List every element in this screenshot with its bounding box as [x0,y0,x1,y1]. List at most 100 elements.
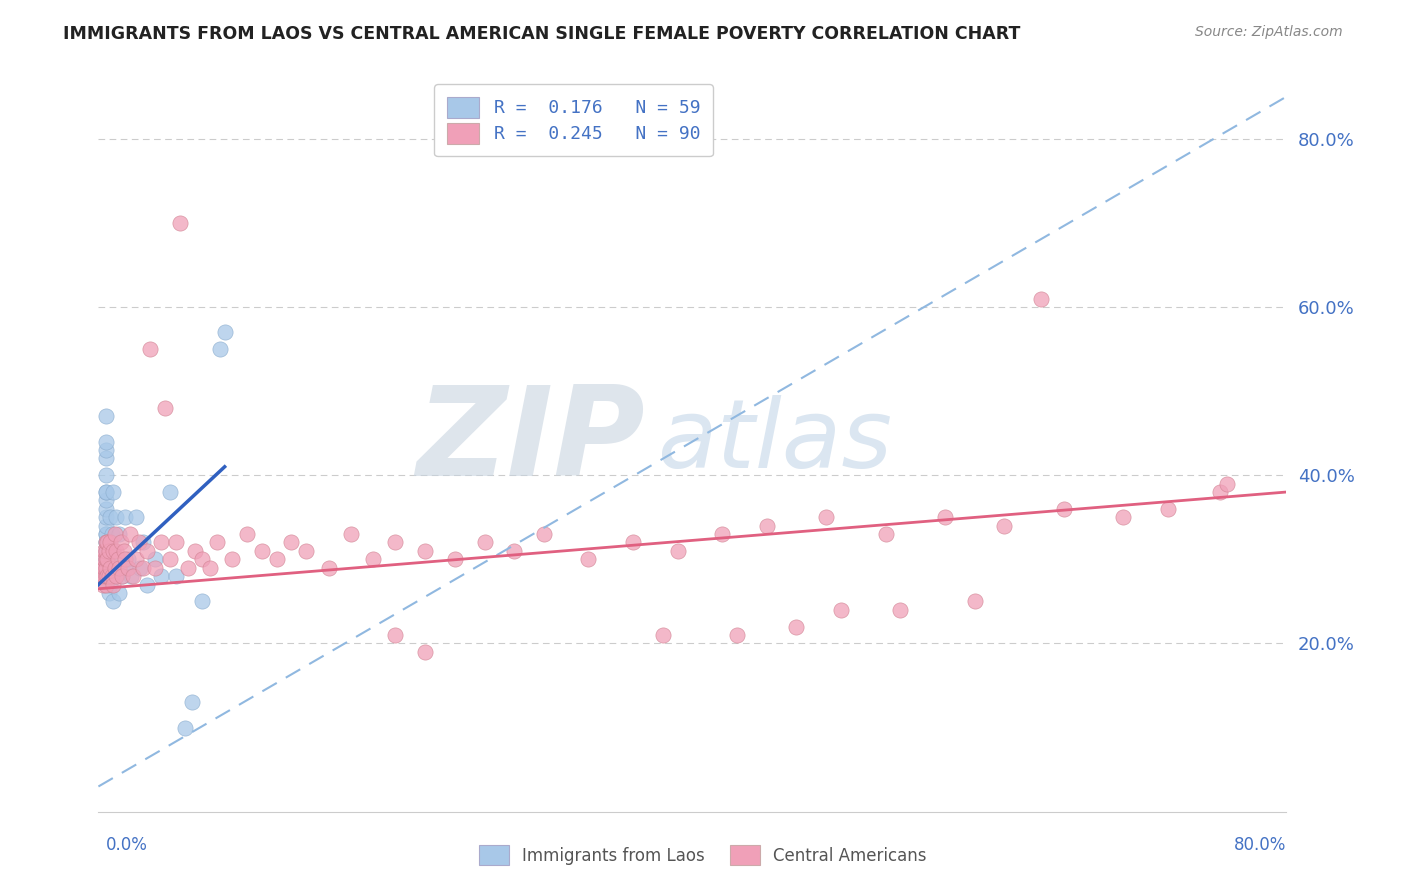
Point [136,577,159,591]
Point [98,560,121,574]
Point [149,535,172,549]
Point [94,493,117,508]
Point [97,544,120,558]
Point [105,544,128,558]
Point [94,518,117,533]
Point [474,535,496,549]
Point [94,535,117,549]
Point [443,552,465,566]
Point [143,560,166,574]
Point [94,485,117,500]
Point [280,535,302,549]
Point [1208,485,1230,500]
Point [889,603,911,617]
Point [94,569,117,583]
Point [621,535,644,549]
Point [830,603,852,617]
Point [165,569,187,583]
Point [94,560,117,574]
Point [104,560,127,574]
Text: Source: ZipAtlas.com: Source: ZipAtlas.com [1195,25,1343,39]
Point [815,510,838,524]
Point [413,544,436,558]
Point [1053,501,1076,516]
Point [214,325,236,339]
Point [209,342,232,356]
Point [94,560,117,574]
Point [236,527,259,541]
Point [191,594,214,608]
Point [93,569,115,583]
Point [124,510,146,524]
Point [93,544,115,558]
Point [94,552,117,566]
Point [96,535,118,549]
Point [94,527,117,541]
Point [121,569,143,583]
Point [107,552,129,566]
Point [94,527,117,541]
Point [159,485,181,500]
Point [191,552,214,566]
Text: IMMIGRANTS FROM LAOS VS CENTRAL AMERICAN SINGLE FEMALE POVERTY CORRELATION CHART: IMMIGRANTS FROM LAOS VS CENTRAL AMERICAN… [63,25,1021,43]
Point [105,569,128,583]
Point [295,544,318,558]
Point [266,552,288,566]
Text: 0.0%: 0.0% [105,836,148,854]
Point [198,560,221,574]
Legend: R =  0.176   N = 59, R =  0.245   N = 90: R = 0.176 N = 59, R = 0.245 N = 90 [434,84,713,156]
Point [413,645,436,659]
Point [96,569,118,583]
Point [711,527,734,541]
Point [384,535,406,549]
Point [94,544,117,558]
Point [1216,476,1239,491]
Point [963,594,986,608]
Point [94,434,117,449]
Point [103,594,125,608]
Point [93,552,115,566]
Point [173,721,195,735]
Point [103,577,125,591]
Point [94,552,117,566]
Point [155,401,177,415]
Point [159,552,181,566]
Point [503,544,526,558]
Point [97,569,120,583]
Point [103,544,125,558]
Point [181,695,204,709]
Point [651,628,673,642]
Point [205,535,228,549]
Point [111,569,134,583]
Point [124,552,146,566]
Point [94,544,117,558]
Point [94,451,117,466]
Point [120,569,142,583]
Point [108,560,131,574]
Point [94,569,117,583]
Point [98,577,121,591]
Point [101,569,124,583]
Point [97,535,120,549]
Point [104,527,127,541]
Point [96,552,118,566]
Point [94,468,117,483]
Point [128,535,150,549]
Point [94,535,117,549]
Point [94,485,117,500]
Point [103,485,125,500]
Point [97,552,120,566]
Text: atlas: atlas [657,395,891,488]
Point [91,560,114,574]
Point [108,527,131,541]
Point [98,535,121,549]
Point [105,510,128,524]
Point [93,560,115,574]
Point [94,409,117,424]
Point [98,560,121,574]
Point [785,619,807,633]
Point [165,535,187,549]
Point [221,552,243,566]
Point [340,527,363,541]
Point [176,560,198,574]
